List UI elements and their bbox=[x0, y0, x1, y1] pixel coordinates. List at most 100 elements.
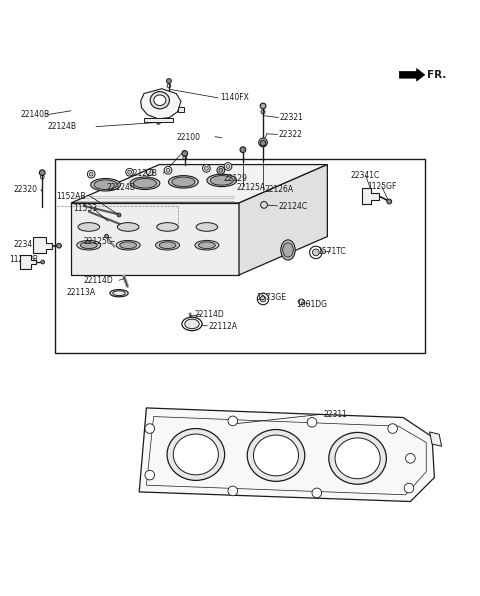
Circle shape bbox=[312, 249, 319, 256]
Ellipse shape bbox=[207, 174, 237, 187]
Circle shape bbox=[228, 486, 238, 496]
Circle shape bbox=[39, 170, 45, 176]
Text: 22114D: 22114D bbox=[194, 310, 224, 319]
Circle shape bbox=[260, 103, 266, 109]
Circle shape bbox=[388, 424, 397, 433]
Text: 22122B: 22122B bbox=[129, 169, 157, 178]
Circle shape bbox=[203, 164, 210, 172]
Ellipse shape bbox=[116, 240, 140, 250]
Circle shape bbox=[261, 201, 267, 208]
Ellipse shape bbox=[117, 223, 139, 231]
Circle shape bbox=[299, 299, 304, 305]
Text: 22341C: 22341C bbox=[350, 170, 380, 179]
Text: 22311: 22311 bbox=[324, 409, 348, 418]
Text: 22113A: 22113A bbox=[66, 288, 96, 297]
Text: 22114D: 22114D bbox=[84, 276, 114, 285]
Ellipse shape bbox=[78, 223, 100, 231]
Ellipse shape bbox=[80, 242, 97, 249]
Polygon shape bbox=[178, 107, 184, 112]
Circle shape bbox=[228, 416, 238, 426]
Circle shape bbox=[41, 260, 45, 264]
Text: 1601DG: 1601DG bbox=[297, 300, 328, 309]
Ellipse shape bbox=[199, 242, 215, 249]
Ellipse shape bbox=[195, 240, 219, 250]
Text: 22341D: 22341D bbox=[13, 240, 43, 249]
Text: 22321: 22321 bbox=[280, 113, 304, 122]
Ellipse shape bbox=[156, 223, 179, 231]
Polygon shape bbox=[71, 164, 327, 203]
Ellipse shape bbox=[168, 176, 198, 188]
Ellipse shape bbox=[281, 240, 295, 260]
Polygon shape bbox=[399, 69, 425, 81]
Polygon shape bbox=[430, 432, 442, 446]
Ellipse shape bbox=[167, 429, 225, 480]
Ellipse shape bbox=[133, 178, 156, 188]
Ellipse shape bbox=[113, 291, 125, 296]
Text: 1125GF: 1125GF bbox=[367, 182, 396, 191]
Circle shape bbox=[240, 147, 246, 153]
Ellipse shape bbox=[110, 290, 128, 297]
Circle shape bbox=[145, 470, 155, 480]
Circle shape bbox=[156, 120, 160, 124]
Text: 22125C: 22125C bbox=[84, 237, 113, 246]
Circle shape bbox=[312, 488, 322, 498]
Ellipse shape bbox=[154, 95, 166, 105]
Polygon shape bbox=[141, 89, 181, 119]
Text: 22126A: 22126A bbox=[265, 185, 294, 194]
Ellipse shape bbox=[159, 242, 176, 249]
Circle shape bbox=[219, 169, 223, 172]
Ellipse shape bbox=[247, 430, 305, 482]
Circle shape bbox=[164, 166, 172, 174]
Ellipse shape bbox=[185, 319, 199, 329]
Circle shape bbox=[224, 163, 232, 170]
Ellipse shape bbox=[182, 317, 202, 331]
Circle shape bbox=[204, 166, 208, 170]
Text: 22100: 22100 bbox=[177, 133, 201, 142]
Circle shape bbox=[166, 169, 170, 172]
Text: 1152AB: 1152AB bbox=[57, 192, 86, 201]
Ellipse shape bbox=[329, 433, 386, 484]
Circle shape bbox=[128, 170, 132, 174]
Polygon shape bbox=[239, 164, 327, 275]
Polygon shape bbox=[362, 188, 379, 204]
Circle shape bbox=[261, 141, 265, 144]
Circle shape bbox=[307, 418, 317, 427]
Circle shape bbox=[126, 169, 133, 176]
Circle shape bbox=[387, 199, 392, 204]
Ellipse shape bbox=[120, 242, 136, 249]
Circle shape bbox=[226, 164, 230, 169]
Ellipse shape bbox=[253, 435, 299, 476]
Circle shape bbox=[35, 241, 42, 249]
Circle shape bbox=[259, 138, 267, 147]
Polygon shape bbox=[55, 159, 425, 353]
Circle shape bbox=[105, 234, 108, 238]
Polygon shape bbox=[144, 117, 173, 122]
Circle shape bbox=[57, 243, 61, 248]
Polygon shape bbox=[139, 408, 434, 501]
Text: 22322: 22322 bbox=[278, 130, 302, 139]
Text: 22112A: 22112A bbox=[208, 322, 237, 331]
Text: 22140B: 22140B bbox=[20, 110, 49, 119]
Ellipse shape bbox=[210, 176, 233, 185]
Text: 22124B: 22124B bbox=[47, 122, 76, 131]
Text: 1140FX: 1140FX bbox=[220, 94, 249, 103]
Circle shape bbox=[89, 172, 93, 176]
Text: 22124B: 22124B bbox=[107, 183, 135, 192]
Circle shape bbox=[260, 296, 266, 302]
Circle shape bbox=[217, 166, 225, 174]
Circle shape bbox=[146, 169, 153, 176]
Text: 22125A: 22125A bbox=[236, 182, 265, 192]
Text: 11533: 11533 bbox=[73, 204, 97, 213]
Ellipse shape bbox=[335, 438, 380, 479]
Ellipse shape bbox=[156, 240, 180, 250]
Circle shape bbox=[167, 79, 171, 83]
Ellipse shape bbox=[172, 177, 195, 187]
Circle shape bbox=[87, 170, 95, 178]
Circle shape bbox=[22, 259, 28, 265]
Circle shape bbox=[117, 213, 121, 217]
Ellipse shape bbox=[283, 243, 293, 257]
Circle shape bbox=[145, 424, 155, 433]
Circle shape bbox=[260, 140, 266, 146]
Text: 22124C: 22124C bbox=[278, 202, 308, 211]
Ellipse shape bbox=[150, 92, 169, 109]
